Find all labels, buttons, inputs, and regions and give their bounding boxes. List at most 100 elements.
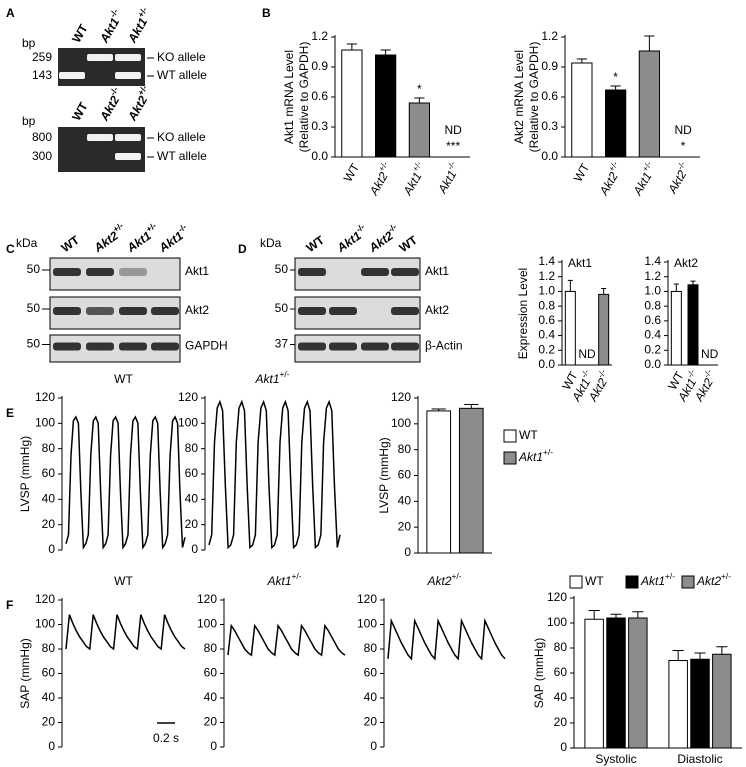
band-label: KO allele (157, 50, 206, 64)
lane-label: Akt1+/- (122, 220, 162, 255)
bar (375, 54, 397, 158)
y-tick-label: 120 (35, 390, 55, 404)
band (329, 307, 357, 315)
y-tick-label: 40 (554, 690, 568, 704)
bar (571, 62, 593, 158)
x-tick-label: Systolic (595, 752, 636, 766)
band (361, 268, 389, 276)
y-tick-label: 0.6 (538, 313, 555, 327)
panel-label: E (6, 406, 14, 420)
y-tick-label: 100 (357, 617, 377, 631)
y-tick-label: 0.6 (644, 313, 661, 327)
band-label: WT allele (157, 68, 207, 82)
legend-swatch (681, 575, 695, 589)
panel-label: B (262, 6, 271, 20)
y-tick-label: 40 (204, 690, 218, 704)
x-tick-label: Akt2+/- (364, 159, 396, 198)
y-tick-label: 60 (204, 666, 218, 680)
y-axis-label: (Relative to GAPDH) (297, 42, 311, 153)
blot-unit: kDa (16, 236, 38, 250)
band (391, 307, 419, 315)
marker-label: 50 (27, 337, 41, 351)
lane-label: WT (69, 21, 91, 45)
y-tick-label: 1.2 (538, 269, 555, 283)
y-tick-label: 100 (547, 615, 567, 629)
band (391, 342, 419, 351)
band (87, 54, 113, 61)
trace (227, 623, 346, 657)
y-tick-label: 0 (48, 739, 55, 753)
band (119, 342, 147, 351)
y-tick-label: 120 (391, 390, 411, 404)
bar (458, 407, 484, 554)
bar (564, 290, 576, 366)
y-tick-label: 0.3 (311, 119, 328, 133)
x-tick-label: Akt1-/- (432, 159, 463, 196)
x-tick-label: WT (571, 161, 593, 185)
annotation: ND (701, 347, 719, 361)
marker-label: 50 (27, 262, 41, 276)
band-label: KO allele (157, 130, 206, 144)
y-tick-label: 40 (364, 690, 378, 704)
y-tick-label: 20 (364, 715, 378, 729)
x-tick-label: Diastolic (677, 752, 722, 766)
y-tick-label: 40 (398, 494, 412, 508)
y-tick-label: 40 (185, 492, 199, 506)
y-tick-label: 1.2 (311, 29, 328, 43)
y-tick-label: 0 (560, 740, 567, 754)
band (151, 342, 179, 351)
legend-label: WT (585, 574, 604, 588)
lane-label: Akt1-/- (94, 7, 126, 46)
y-tick-label: 0.8 (538, 298, 555, 312)
bar (584, 618, 604, 749)
chart-title: Akt2 (674, 256, 698, 270)
legend-swatch (503, 451, 517, 465)
y-tick-label: 1.2 (644, 269, 661, 283)
y-tick-label: 60 (185, 466, 199, 480)
marker-label: 143 (32, 68, 52, 82)
chart-title: Akt1+/- (254, 369, 289, 386)
lane-label: WT (397, 233, 421, 256)
y-tick-label: 60 (554, 665, 568, 679)
y-tick-label: 0 (210, 739, 217, 753)
y-axis-label: (Relative to GAPDH) (527, 42, 541, 153)
y-tick-label: 0.4 (538, 328, 555, 342)
band (298, 342, 326, 351)
gel-unit: bp (22, 36, 36, 50)
band (115, 54, 141, 61)
y-tick-label: 120 (178, 390, 198, 404)
legend-label: WT (519, 428, 538, 442)
y-tick-label: 20 (185, 517, 199, 531)
y-axis-label: SAP (mmHg) (532, 638, 546, 708)
chart-title: Akt2+/- (426, 571, 461, 588)
legend-label: Akt1+/- (640, 571, 675, 588)
y-tick-label: 1.2 (541, 29, 558, 43)
x-tick-label: Akt1+/- (628, 159, 660, 198)
bar (638, 50, 660, 158)
y-tick-label: 0.8 (644, 298, 661, 312)
bar (426, 410, 452, 554)
y-tick-label: 40 (42, 690, 56, 704)
chart-title: WT (114, 372, 133, 386)
bar (690, 658, 710, 749)
lane-label: Akt2+/- (122, 83, 155, 124)
y-tick-label: 60 (398, 468, 412, 482)
y-tick-label: 80 (398, 442, 412, 456)
band (115, 72, 141, 79)
lane-label: Akt1+/- (122, 5, 155, 46)
bar (687, 284, 699, 366)
annotation: ND (578, 347, 596, 361)
trace (65, 614, 186, 651)
panel-label: F (6, 598, 13, 612)
y-axis-label: LVSP (mmHg) (18, 436, 32, 512)
band (53, 307, 81, 315)
y-tick-label: 60 (364, 666, 378, 680)
y-tick-label: 120 (357, 592, 377, 606)
gel (58, 127, 145, 172)
y-tick-label: 100 (35, 617, 55, 631)
x-tick-label: WT (341, 161, 363, 185)
band (298, 307, 326, 315)
y-tick-label: 0.0 (538, 357, 555, 371)
gel (58, 48, 145, 86)
y-axis-label: Expression Level (516, 268, 530, 359)
